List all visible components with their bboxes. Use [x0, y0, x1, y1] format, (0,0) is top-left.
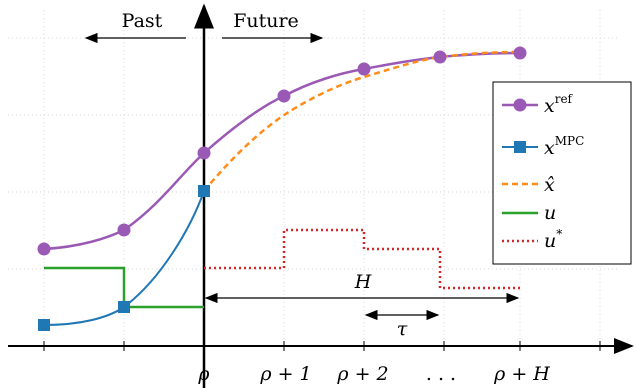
legend-u-star-sup: *	[556, 227, 562, 241]
tick-label-rho-plus-1: ρ + 1	[259, 363, 311, 385]
x-ref-point	[357, 62, 371, 76]
x-ref-point	[117, 223, 131, 237]
u-star-curve	[204, 228, 520, 290]
legend-u-star-symbol: u	[544, 230, 556, 252]
tick-label-rho-plus-2: ρ + 2	[336, 363, 388, 385]
x-mpc-point	[118, 301, 130, 313]
x-ref-curve	[43, 51, 521, 251]
tick-label-rho: ρ	[197, 363, 210, 385]
x-ref-markers	[37, 46, 527, 256]
svg-text:xref: xref	[544, 92, 574, 117]
legend-box	[492, 81, 632, 265]
legend-item-u-star: u*	[502, 227, 562, 252]
x-ref-point	[197, 146, 211, 160]
legend-x-ref-sup: ref	[555, 92, 574, 106]
legend-u-symbol: u	[544, 202, 556, 224]
x-ref-point	[37, 242, 51, 256]
horizon-label: H	[354, 271, 372, 293]
svg-text:u*: u*	[544, 227, 562, 252]
legend-item-u: u	[502, 202, 556, 224]
legend-item-x-ref: xref	[502, 92, 574, 117]
tick-marks	[43, 341, 601, 351]
x-ref-point	[277, 89, 291, 103]
legend-item-x-mpc: xMPC	[502, 134, 584, 159]
legend-x-hat-symbol: x̂	[544, 174, 555, 196]
past-label: Past	[122, 10, 163, 32]
tick-labels: ρ ρ + 1 ρ + 2 . . . ρ + H	[197, 363, 550, 385]
u-curve	[44, 266, 204, 309]
x-mpc-markers	[38, 185, 210, 331]
legend-x-mpc-sup: MPC	[555, 134, 585, 148]
legend: xref xMPC x̂ u u*	[492, 81, 632, 265]
x-mpc-point	[38, 319, 50, 331]
future-label: Future	[233, 10, 299, 32]
x-hat-curve	[203, 50, 521, 192]
tau-label: τ	[397, 318, 408, 340]
x-mpc-point	[198, 185, 210, 197]
x-ref-point	[513, 46, 527, 60]
legend-item-x-hat: x̂	[502, 174, 555, 196]
legend-x-ref-symbol: x	[544, 95, 555, 117]
tick-label-rho-plus-h: ρ + H	[493, 363, 550, 385]
legend-x-mpc-symbol: x	[544, 137, 555, 159]
tick-label-ellipsis: . . .	[426, 363, 456, 385]
svg-text:xMPC: xMPC	[544, 134, 584, 159]
x-ref-point	[433, 50, 447, 64]
